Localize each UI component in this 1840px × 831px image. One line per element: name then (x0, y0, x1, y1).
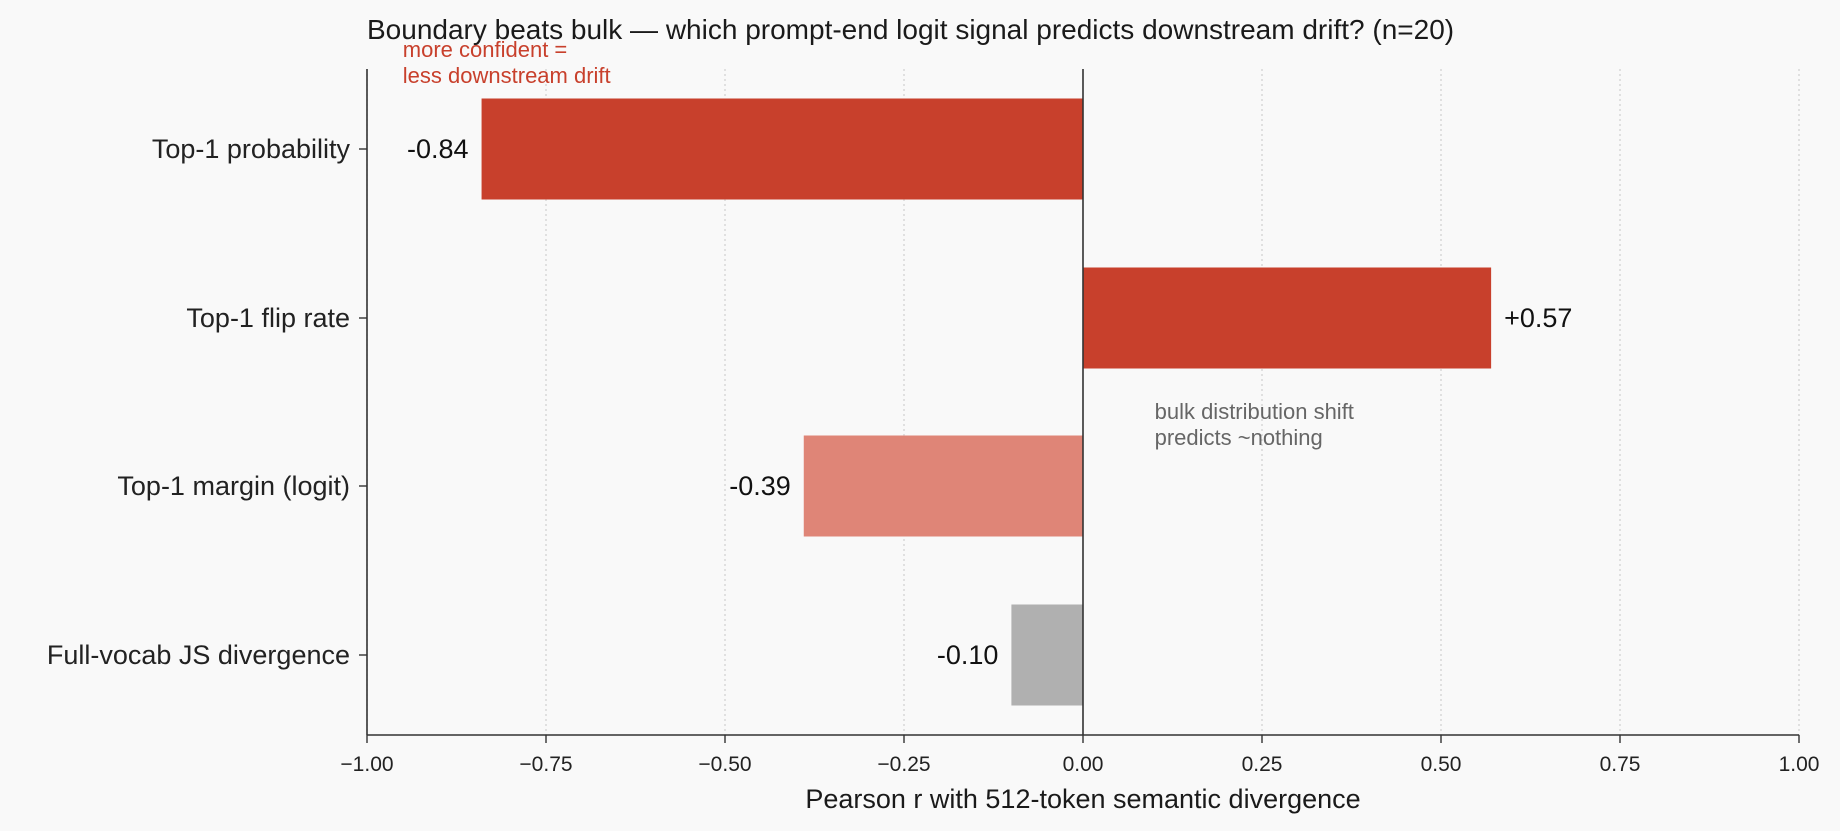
x-tick-label: 1.00 (1779, 753, 1820, 776)
x-tick-label: 0.00 (1063, 753, 1104, 776)
x-ticks: −1.00 −0.75 −0.50 −0.25 0.00 0.25 0.50 0.75 1.00 (340, 735, 1819, 776)
x-tick-label: −1.00 (340, 753, 393, 776)
x-tick-label: 0.50 (1421, 753, 1462, 776)
value-labels: -0.84 +0.57 -0.39 -0.10 (407, 134, 1572, 670)
bar (481, 98, 1083, 200)
x-tick-label: −0.50 (698, 753, 751, 776)
annotation: bulk distribution shift predicts ~nothing (1155, 399, 1354, 450)
bar (1083, 267, 1492, 369)
x-tick-label: −0.75 (519, 753, 572, 776)
x-tick-label: 0.25 (1242, 753, 1283, 776)
category-label: Top-1 probability (152, 134, 351, 164)
category-label: Top-1 flip rate (186, 303, 350, 333)
value-label: -0.10 (937, 640, 999, 670)
annotation-line: more confident = (403, 37, 567, 62)
chart-title: Boundary beats bulk — which prompt-end l… (367, 14, 1454, 45)
x-axis-label: Pearson r with 512-token semantic diverg… (805, 784, 1360, 814)
bars (481, 98, 1492, 706)
annotation: more confident = less downstream drift (403, 37, 611, 88)
value-label: -0.84 (407, 134, 469, 164)
x-tick-label: −0.25 (877, 753, 930, 776)
value-label: -0.39 (729, 471, 791, 501)
bar (803, 435, 1083, 537)
annotation-line: predicts ~nothing (1155, 425, 1323, 450)
annotation-line: bulk distribution shift (1155, 399, 1354, 424)
x-tick-label: 0.75 (1600, 753, 1641, 776)
category-label: Full-vocab JS divergence (47, 640, 350, 670)
category-labels: Top-1 probability Top-1 flip rate Top-1 ma… (47, 134, 351, 670)
annotation-line: less downstream drift (403, 63, 611, 88)
bar (1011, 604, 1083, 706)
annotations: more confident = less downstream drift bul… (403, 37, 1354, 450)
value-label: +0.57 (1504, 303, 1572, 333)
category-label: Top-1 margin (logit) (117, 471, 350, 501)
